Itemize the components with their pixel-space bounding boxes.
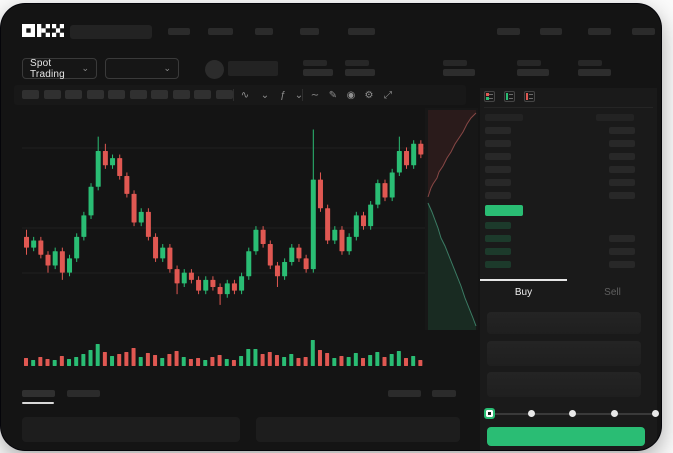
book-bids-view-icon[interactable] (504, 91, 515, 102)
timeframe-button[interactable] (194, 90, 211, 99)
nav-item[interactable] (300, 28, 319, 35)
tab-sell[interactable]: Sell (604, 287, 621, 298)
book-asks-view-icon[interactable] (524, 91, 535, 102)
slider-step-dot[interactable] (569, 410, 576, 417)
okx-logo[interactable] (22, 24, 64, 38)
timeframe-button[interactable] (43, 90, 61, 99)
market-type-selector[interactable]: Spot Trading ⌄ (22, 57, 97, 80)
nav-item[interactable] (255, 28, 273, 35)
draw-icon[interactable]: ✎ (328, 89, 338, 101)
amount-input-placeholder[interactable] (487, 341, 641, 366)
price-column-header (485, 114, 523, 121)
indicators-chevron-icon[interactable]: ⌄ (294, 89, 304, 101)
timeframe-button[interactable] (151, 90, 168, 99)
indicators-icon[interactable]: ƒ (280, 89, 286, 101)
slider-step-dot[interactable] (610, 410, 618, 417)
slider-step-dot[interactable] (527, 410, 535, 417)
candlestick-chart[interactable] (22, 108, 425, 330)
app-window: Spot Trading ⌄ ⌄ ∿ ⌄ ƒ ⌄ ∼ ✎ ◉ ⚙ ⤢ (1, 4, 661, 450)
buy-tab-indicator (480, 279, 567, 281)
orderbook-view-toggles (484, 91, 653, 108)
pair-selector[interactable]: ⌄ (105, 58, 179, 79)
nav-item[interactable] (208, 28, 233, 35)
line-tool-icon[interactable]: ∼ (310, 89, 320, 101)
fullscreen-icon[interactable]: ⤢ (384, 89, 392, 101)
market-type-label: Spot Trading (30, 57, 65, 80)
nav-item[interactable] (348, 28, 375, 35)
orders-filter[interactable] (432, 390, 456, 397)
nav-item[interactable] (632, 28, 655, 35)
nav-item[interactable] (540, 28, 562, 35)
top-nav-bar (1, 4, 661, 48)
chart-type-icon[interactable]: ∿ (240, 89, 250, 101)
slider-step-dot[interactable] (652, 410, 659, 417)
last-price-badge[interactable] (485, 205, 523, 216)
timeframe-button[interactable] (86, 90, 104, 99)
timeframe-button[interactable] (22, 90, 39, 99)
tab-buy[interactable]: Buy (514, 287, 533, 298)
chart-toolbar (14, 85, 466, 105)
timeframe-button[interactable] (65, 90, 82, 99)
snapshot-icon[interactable]: ◉ (346, 89, 356, 101)
timeframe-button[interactable] (129, 90, 147, 99)
active-tab-underline (22, 402, 54, 404)
slider-handle[interactable] (484, 408, 495, 419)
chart-type-chevron-icon[interactable]: ⌄ (260, 89, 270, 101)
nav-item[interactable] (588, 28, 611, 35)
timeframe-button[interactable] (108, 90, 125, 99)
timeframe-button[interactable] (215, 90, 233, 99)
volume-chart (22, 336, 425, 366)
orders-tab-active[interactable] (22, 390, 55, 397)
book-split-view-icon[interactable] (484, 91, 495, 102)
amount-column-header (596, 114, 634, 121)
chart-settings-icon[interactable]: ⚙ (364, 89, 374, 101)
pair-title-placeholder (228, 61, 278, 76)
price-input-placeholder[interactable] (487, 312, 641, 334)
orders-panel-placeholder (22, 417, 240, 442)
orders-filter[interactable] (388, 390, 421, 397)
orders-tab[interactable] (67, 390, 100, 397)
coin-avatar (205, 60, 224, 79)
orders-panel-placeholder (256, 417, 460, 442)
nav-item[interactable] (497, 28, 520, 35)
total-input-placeholder[interactable] (487, 372, 641, 397)
nav-item[interactable] (168, 28, 190, 35)
nav-search-placeholder[interactable] (70, 25, 152, 39)
chevron-down-icon: ⌄ (163, 63, 171, 73)
chevron-down-icon: ⌄ (81, 63, 89, 73)
depth-chart[interactable] (425, 108, 478, 330)
buy-submit-button[interactable] (487, 427, 645, 446)
timeframe-button[interactable] (172, 90, 190, 99)
